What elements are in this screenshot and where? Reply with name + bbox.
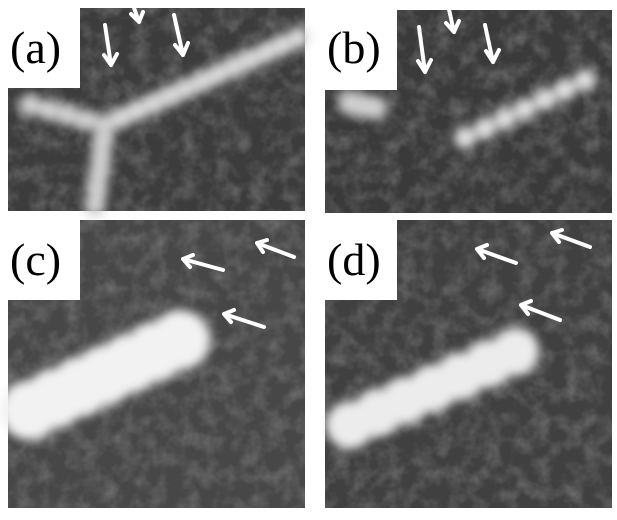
- bead: [514, 98, 536, 120]
- bead: [534, 88, 556, 110]
- bead: [491, 328, 539, 376]
- bead: [454, 127, 476, 149]
- panel-b: (b): [325, 5, 612, 213]
- bead: [287, 27, 309, 49]
- page: (a) (b) (c) (d) (() => { const data = JS…: [0, 0, 617, 515]
- panel-label: (b): [327, 22, 381, 73]
- bead: [19, 94, 41, 116]
- bead: [474, 117, 496, 139]
- panel-label: (c): [10, 234, 61, 285]
- bead: [363, 96, 387, 120]
- panel-c: (c): [0, 220, 305, 508]
- bead: [75, 109, 97, 131]
- figure: (a) (b) (c) (d): [0, 0, 617, 515]
- panel-a: (a): [8, 5, 309, 216]
- bead: [494, 108, 516, 130]
- bead: [574, 69, 596, 91]
- bead: [150, 310, 210, 370]
- panel-label: (d): [327, 234, 381, 285]
- panel-d: (d): [325, 220, 612, 508]
- panel-label: (a): [10, 22, 61, 73]
- bead: [57, 104, 79, 126]
- bead: [84, 194, 106, 216]
- bead: [38, 99, 60, 121]
- bead: [554, 79, 576, 101]
